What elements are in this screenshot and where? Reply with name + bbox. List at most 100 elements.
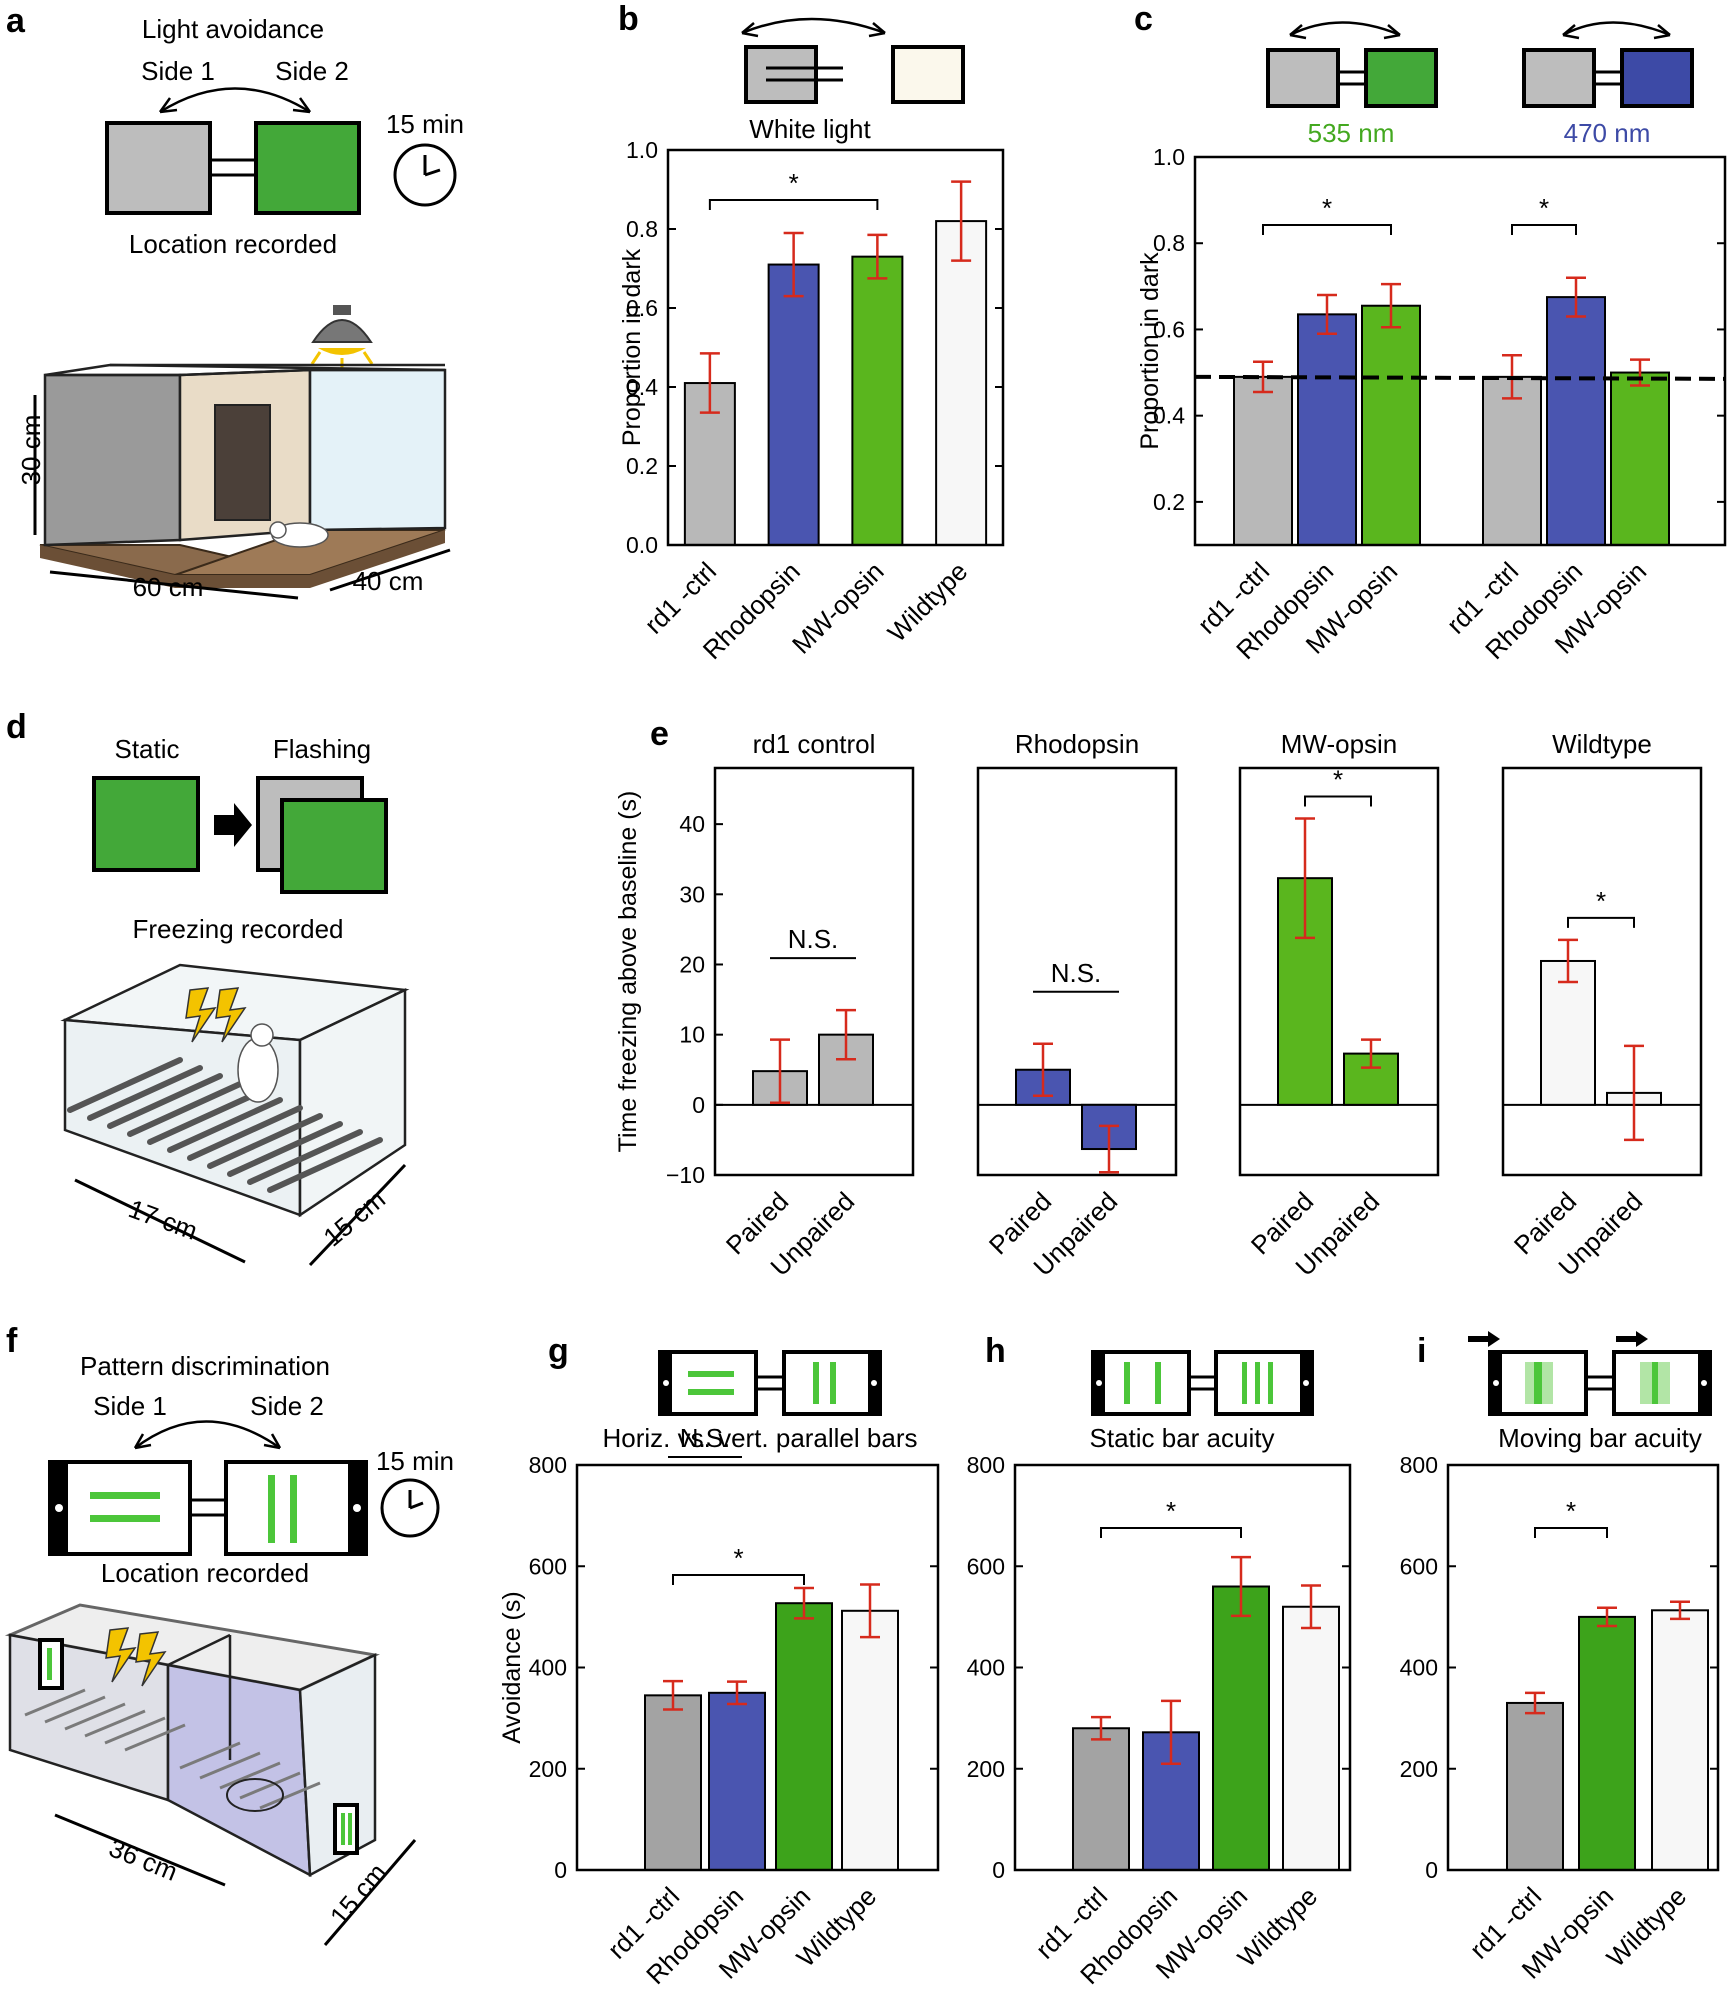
y-tick-label: 600 (967, 1553, 1005, 1579)
significance-bracket (1100, 1527, 1242, 1538)
lightning-icon (135, 1631, 167, 1687)
bar-2-1 (1482, 375, 1542, 546)
bar-1-2 (1297, 313, 1357, 546)
y-tick-label: 0.6 (626, 295, 658, 321)
subplot-title: rd1 control (753, 729, 876, 759)
y-tick-label: 800 (529, 1452, 567, 1478)
y-tick-label: 0.4 (626, 374, 658, 400)
panel-d-recorded: Freezing recorded (133, 914, 344, 944)
panel-f-time: 15 min (376, 1446, 454, 1476)
panel-a-dim-h: 30 cm (16, 415, 46, 486)
panel-f-dim-d: 15 cm (324, 1857, 392, 1931)
y-tick-label: 0 (554, 1857, 567, 1883)
y-tick-label: 0 (992, 1857, 1005, 1883)
significance-bracket (708, 199, 879, 210)
panel-e-letter: e (650, 715, 669, 753)
arrow-right-icon (214, 803, 252, 847)
chart-g-frame (575, 1463, 940, 1872)
panel-a: a Light avoidance Side 1 Side 2 Location… (6, 2, 464, 602)
significance-bracket (1262, 224, 1392, 235)
bar-3 (851, 255, 904, 546)
bar-3 (775, 1602, 833, 1872)
panel-f-recorded: Location recorded (101, 1558, 309, 1588)
white-light-chambers-icon (741, 17, 965, 104)
bar-1 (1506, 1701, 1564, 1871)
moving-bars-chambers-icon (1468, 1331, 1712, 1416)
pattern-chambers-icon (48, 1460, 368, 1556)
clock-icon (393, 143, 457, 207)
panel-a-title: Light avoidance (142, 14, 324, 44)
significance-bracket (1304, 795, 1372, 807)
significance-line-label: N.S. (788, 924, 839, 954)
bar-4-1 (1540, 959, 1596, 1106)
y-tick-label: 400 (1400, 1655, 1438, 1681)
arrowhead-icon (263, 1433, 282, 1450)
significance-bracket-label: * (1322, 193, 1332, 223)
y-axis-label: Time freezing above baseline (s) (614, 791, 642, 1153)
x-tick-label: Wildtype (1601, 1881, 1693, 1973)
bar-1 (1072, 1727, 1130, 1871)
lightning-icon (105, 1627, 137, 1683)
y-tick-label: 0.4 (1153, 403, 1185, 429)
y-tick-label: 200 (967, 1756, 1005, 1782)
static-bars-chambers-icon (1091, 1350, 1314, 1416)
y-tick-label: 0.6 (1153, 316, 1185, 342)
flashing-squares-icon (280, 798, 388, 894)
y-tick-label: 0.8 (626, 216, 658, 242)
panel-c-letter: c (1134, 0, 1153, 38)
light-chamber-icon (254, 121, 361, 215)
y-tick-label: 0.0 (626, 532, 658, 558)
panel-a-side2: Side 2 (275, 56, 349, 86)
y-tick-label: 40 (679, 811, 705, 837)
significance-line-label: N.S. (1051, 958, 1102, 988)
bar-2-3 (1610, 371, 1670, 546)
lightning-icon (185, 987, 217, 1043)
panel-c-535nm: 535 nm (1308, 118, 1395, 148)
chart-b-frame (666, 148, 1005, 547)
chart-e-area: −10 0 10 20 30 40 Time freezing above baseline… (614, 729, 1703, 1282)
panel-a-arrow (159, 87, 311, 114)
panel-f-side1: Side 1 (93, 1391, 167, 1421)
y-tick-label: 800 (967, 1452, 1005, 1478)
panel-a-letter: a (6, 2, 26, 40)
panel-a-recorded: Location recorded (129, 229, 337, 259)
y-tick-label: 400 (529, 1655, 567, 1681)
light-avoidance-box-illustration (39, 363, 447, 588)
panel-g-letter: g (548, 1332, 569, 1370)
arrow-right-icon (1468, 1331, 1500, 1347)
panel-f-title: Pattern discrimination (80, 1351, 330, 1381)
arrowhead-icon (292, 97, 312, 114)
subplot-frame (1238, 766, 1440, 1177)
y-axis-label: Avoidance (s) (498, 1591, 526, 1743)
significance-bracket-label: * (733, 1543, 743, 1573)
chart-c-frame (1193, 155, 1727, 547)
blue-light-chambers-icon (1522, 21, 1694, 108)
bar-4 (841, 1609, 899, 1872)
bar-3 (1651, 1609, 1709, 1871)
significance-bracket (1511, 224, 1577, 235)
y-tick-label: 600 (529, 1553, 567, 1579)
panel-b-title: White light (749, 114, 871, 144)
y-tick-label: 200 (529, 1756, 567, 1782)
subplot-title: Wildtype (1552, 729, 1652, 759)
y-tick-label: 600 (1400, 1553, 1438, 1579)
panel-d: d Static Flashing Freezing recorded (6, 708, 410, 1267)
x-tick-label: MW-opsin (786, 556, 890, 660)
green-light-chambers-icon (1266, 21, 1438, 108)
subplot-frame (1501, 766, 1703, 1177)
y-tick-label: 1.0 (1153, 144, 1185, 170)
arrow-right-icon (1616, 1331, 1648, 1347)
y-tick-label: 200 (1400, 1756, 1438, 1782)
bar-3 (1212, 1585, 1270, 1871)
chart-h-frame (1013, 1463, 1352, 1872)
bar-1-1 (1233, 375, 1293, 546)
significance-bracket-label: * (1539, 193, 1549, 223)
y-tick-label: 0.2 (626, 453, 658, 479)
significance-bracket (1534, 1527, 1608, 1538)
y-tick-label: 10 (679, 1022, 705, 1048)
